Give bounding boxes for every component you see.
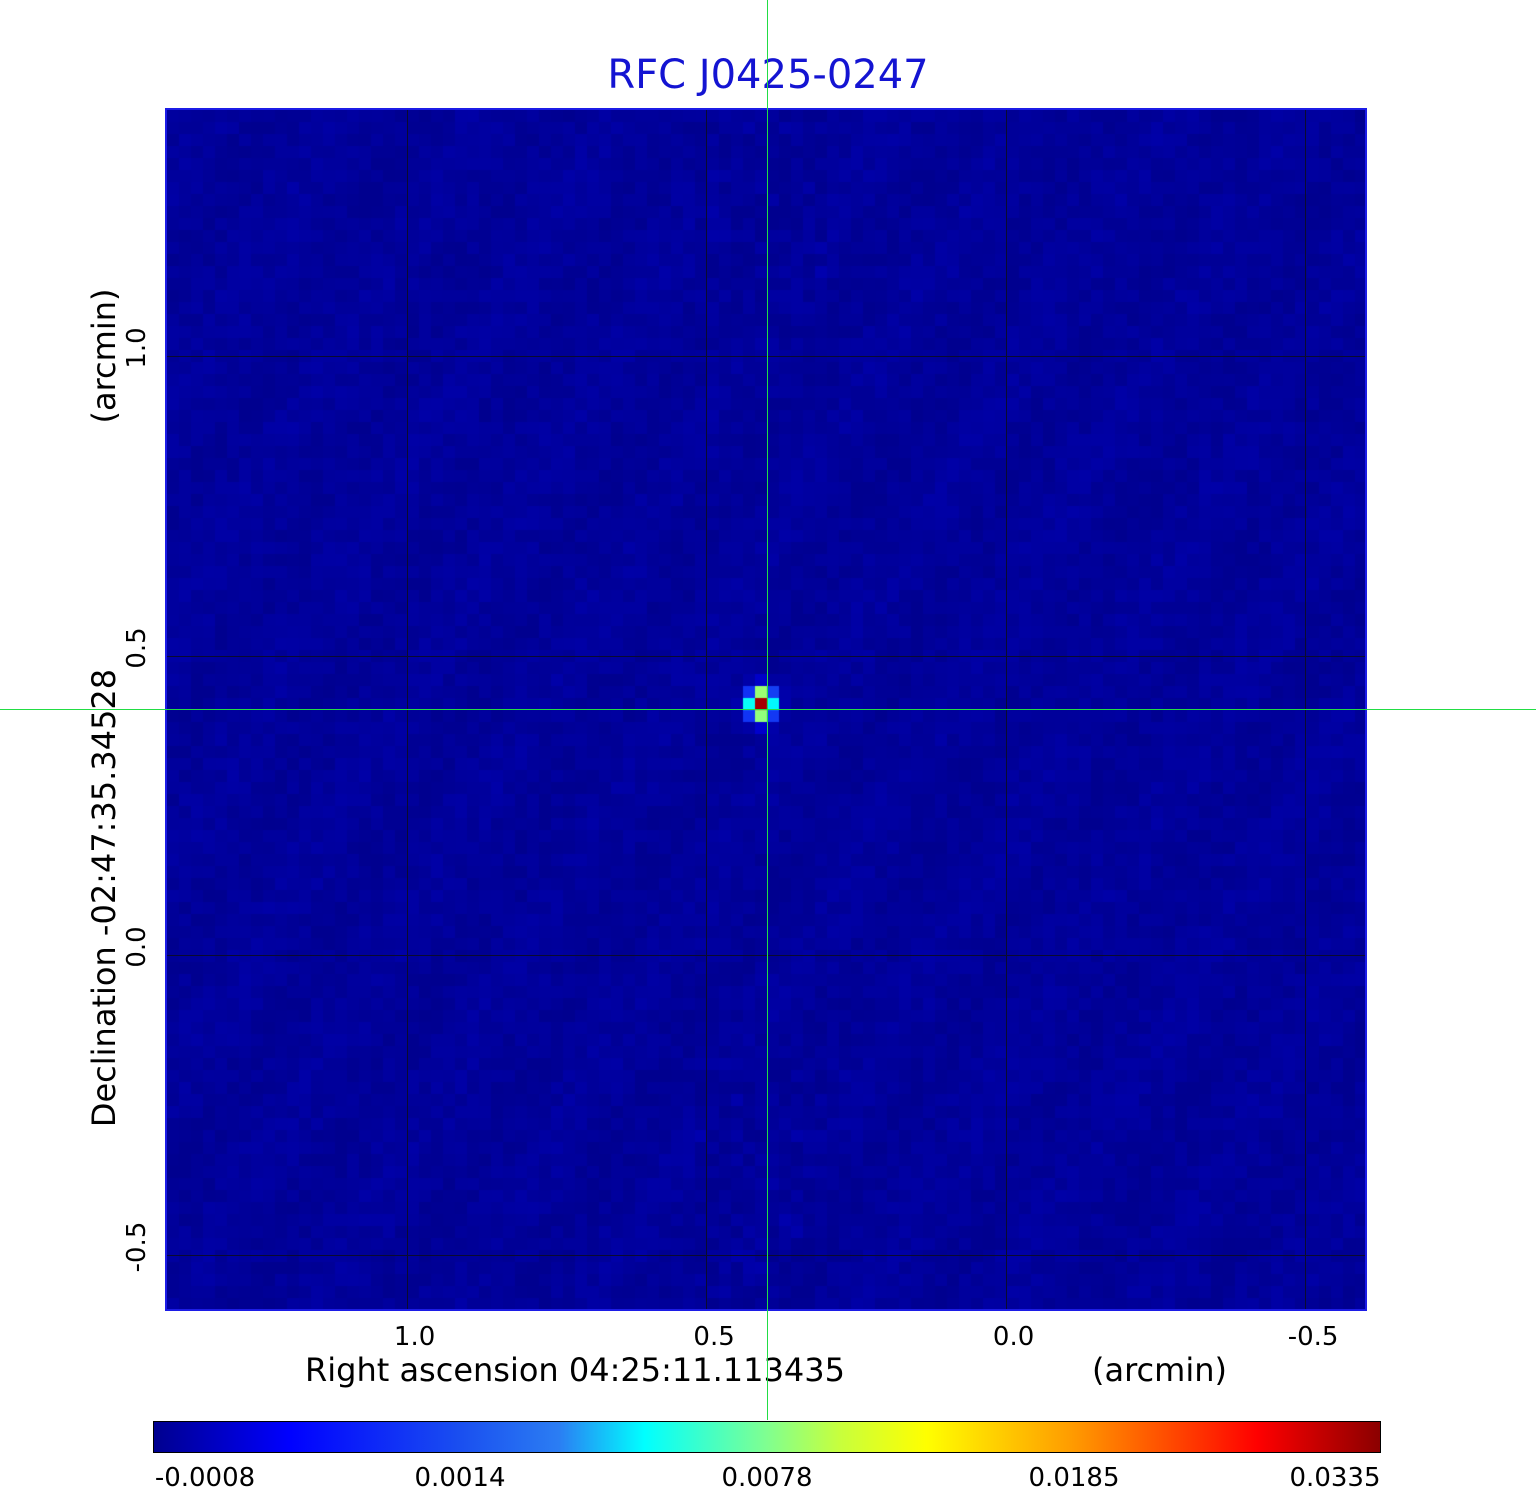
grid-line-y-1 — [167, 656, 1365, 657]
x-axis-unit: (arcmin) — [1092, 1351, 1227, 1389]
x-tick-label: 0.0 — [992, 1322, 1035, 1352]
colorbar-tick-label: 0.0335 — [1289, 1463, 1381, 1493]
colorbar-tick-label: -0.0008 — [154, 1463, 256, 1493]
x-tick-label: 1.0 — [393, 1322, 436, 1352]
grid-line-y-2 — [167, 955, 1365, 956]
crosshair-horizontal[interactable] — [0, 709, 1536, 710]
colorbar — [153, 1421, 1381, 1453]
grid-line-y-0 — [167, 356, 1365, 357]
x-tick-label: -0.5 — [1287, 1322, 1339, 1352]
y-axis-label: Declination -02:47:35.34528 — [85, 668, 123, 1128]
y-tick-label: -0.5 — [122, 1221, 152, 1273]
x-tick-label: 0.5 — [693, 1322, 735, 1352]
colorbar-tick-label: 0.0014 — [414, 1463, 506, 1493]
y-tick-label: 0.0 — [122, 926, 152, 968]
y-tick-label: 0.5 — [122, 626, 152, 669]
y-axis-unit: (arcmin) — [85, 288, 123, 424]
colorbar-tick-label: 0.0185 — [1028, 1463, 1120, 1493]
chart-title: RFC J0425-0247 — [607, 52, 929, 98]
grid-line-y-3 — [167, 1255, 1365, 1256]
y-tick-label: 1.0 — [122, 327, 152, 369]
x-axis-label: Right ascension 04:25:11.113435 — [305, 1351, 845, 1389]
colorbar-tick-label: 0.0078 — [721, 1463, 813, 1493]
crosshair-vertical[interactable] — [767, 0, 768, 1420]
